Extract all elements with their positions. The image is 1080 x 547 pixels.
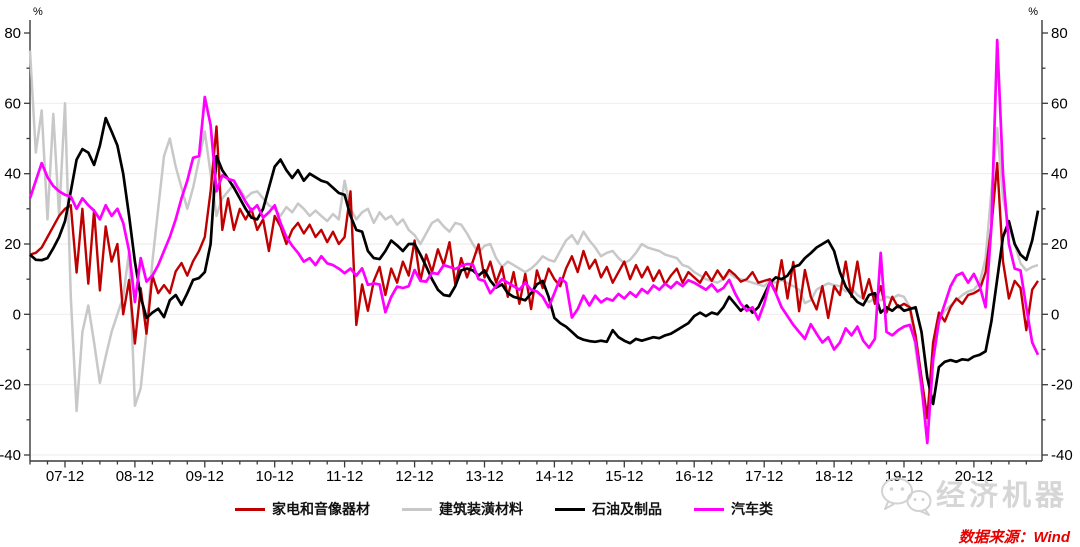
legend-swatch-autos bbox=[694, 507, 724, 511]
x-tick-label: 15-12 bbox=[605, 468, 643, 485]
y-tick-label-right: 20 bbox=[1051, 236, 1068, 253]
legend-item-autos: 汽车类 bbox=[694, 499, 773, 519]
y-tick-label-left: -40 bbox=[0, 447, 21, 464]
legend-item-petroleum: 石油及制品 bbox=[555, 499, 662, 519]
legend-swatch-appliances-av bbox=[235, 507, 265, 511]
y-tick-label-right: 80 bbox=[1051, 25, 1068, 42]
x-tick-label: 17-12 bbox=[745, 468, 783, 485]
unit-label-left: % bbox=[33, 6, 43, 18]
x-tick-label: 18-12 bbox=[815, 468, 853, 485]
x-tick-label: 11-12 bbox=[326, 468, 363, 485]
legend-label-petroleum: 石油及制品 bbox=[592, 501, 662, 517]
y-tick-label-right: -20 bbox=[1051, 377, 1073, 394]
x-tick-label: 10-12 bbox=[256, 468, 294, 485]
y-tick-label-right: -40 bbox=[1051, 447, 1073, 464]
y-tick-label-right: 0 bbox=[1051, 306, 1059, 323]
legend-label-building-materials: 建筑装潢材料 bbox=[439, 501, 523, 517]
series-appliances-av-line bbox=[29, 125, 1040, 420]
y-tick-label-right: 40 bbox=[1051, 166, 1068, 183]
retail-category-growth-line-chart: 80 80 60 60 40 40 20 20 0 0 -20 -20 -40 -40% % 07-12 08-… bbox=[0, 6, 1073, 485]
x-tick-label: 14-12 bbox=[535, 468, 573, 485]
legend-item-building-materials: 建筑装潢材料 bbox=[402, 499, 523, 519]
y-tick-label-left: 60 bbox=[4, 95, 21, 112]
y-tick-label-left: 40 bbox=[4, 166, 21, 183]
legend-swatch-building-materials bbox=[402, 507, 432, 511]
x-tick-label: 12-12 bbox=[395, 468, 433, 485]
y-tick-label-left: 80 bbox=[4, 25, 21, 42]
series-autos-line bbox=[28, 38, 1040, 445]
y-tick-label-left: -20 bbox=[0, 377, 21, 394]
legend-label-appliances-av: 家电和音像器材 bbox=[272, 501, 370, 517]
legend-label-autos: 汽车类 bbox=[731, 501, 773, 517]
legend-swatch-petroleum bbox=[555, 507, 585, 511]
data-source-label: 数据来源：Wind bbox=[958, 529, 1070, 546]
x-tick-label: 09-12 bbox=[186, 468, 224, 485]
x-tick-label: 13-12 bbox=[465, 468, 503, 485]
series-petroleum-line bbox=[29, 116, 1040, 406]
series-building-materials-line bbox=[28, 50, 1039, 424]
x-tick-label: 19-12 bbox=[885, 468, 923, 485]
x-tick-label: 07-12 bbox=[46, 468, 84, 485]
x-tick-label: 20-12 bbox=[955, 468, 993, 485]
x-tick-label: 08-12 bbox=[116, 468, 154, 485]
y-tick-label-left: 20 bbox=[4, 236, 21, 253]
unit-label-right: % bbox=[1028, 6, 1038, 18]
legend-item-appliances-av: 家电和音像器材 bbox=[235, 499, 370, 519]
chart-legend: 家电和音像器材 建筑装潢材料 石油及制品 汽车类 bbox=[0, 499, 1044, 519]
x-tick-label: 16-12 bbox=[675, 468, 713, 485]
y-tick-label-left: 0 bbox=[13, 306, 21, 323]
y-tick-label-right: 60 bbox=[1051, 95, 1068, 112]
